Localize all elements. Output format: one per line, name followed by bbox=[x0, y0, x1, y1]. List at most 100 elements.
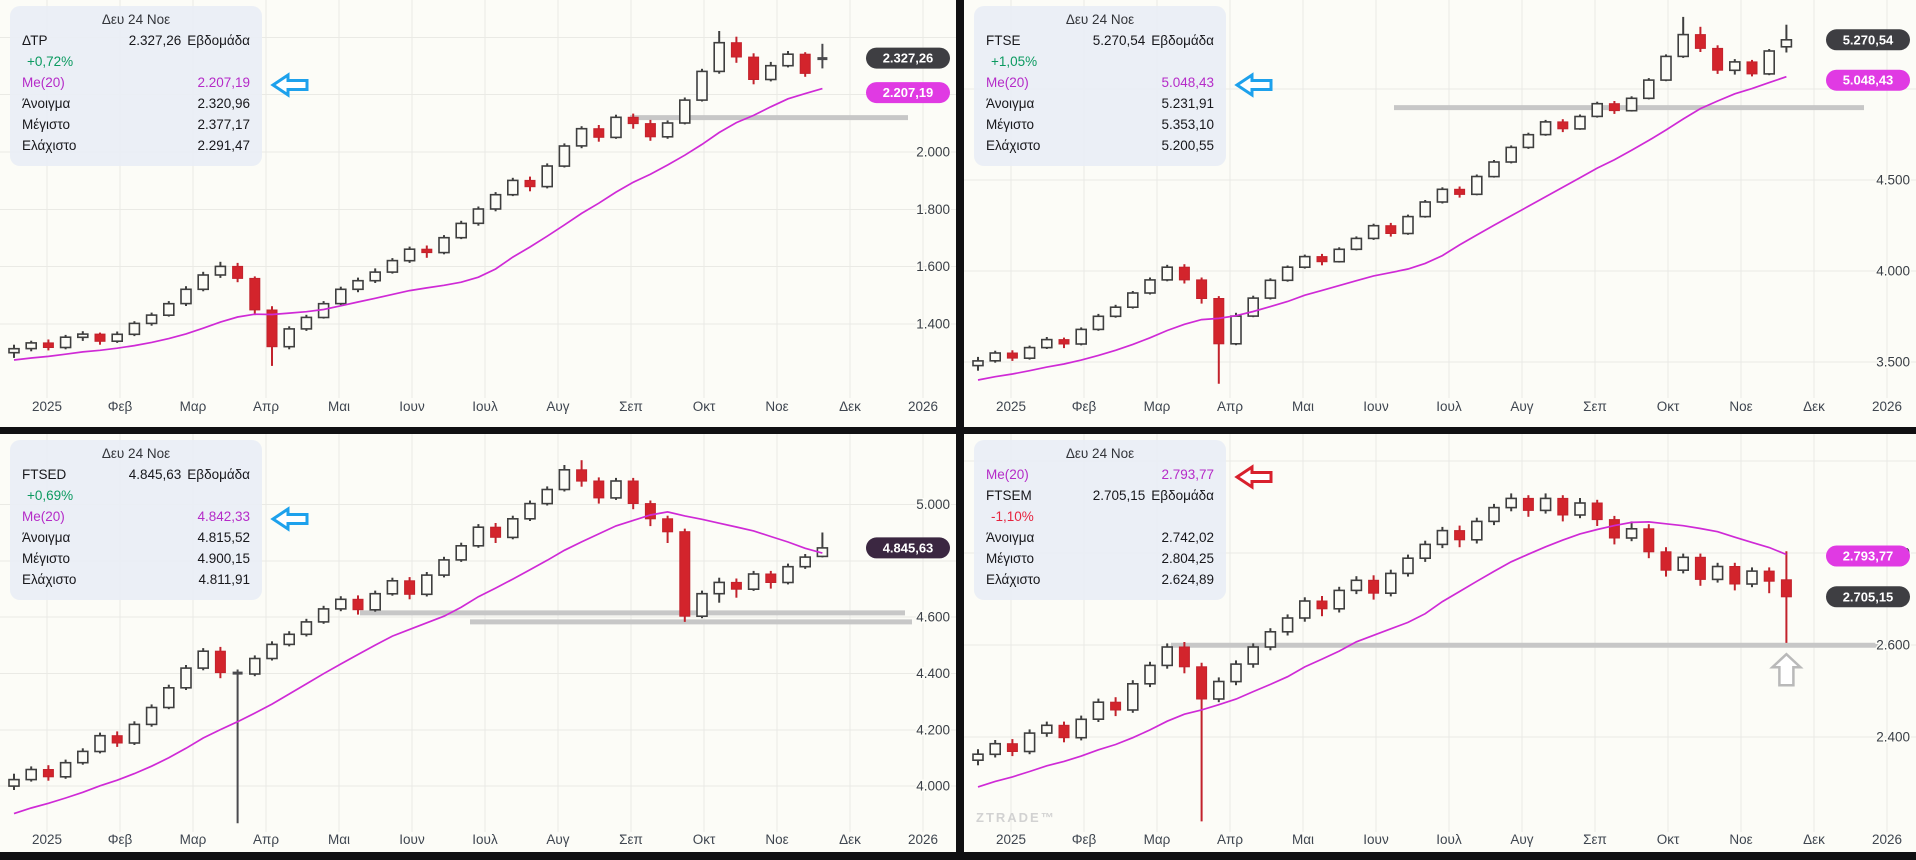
candle-25[interactable] bbox=[420, 572, 433, 597]
candle-8[interactable] bbox=[128, 321, 141, 337]
candle-12[interactable] bbox=[1161, 643, 1173, 669]
candle-10[interactable] bbox=[163, 684, 175, 710]
candle-3[interactable] bbox=[1006, 739, 1018, 757]
candle-42[interactable] bbox=[1677, 553, 1690, 574]
candle-32[interactable] bbox=[1505, 493, 1518, 512]
candle-11[interactable] bbox=[180, 665, 192, 690]
candle-22[interactable] bbox=[369, 590, 382, 612]
candle-10[interactable] bbox=[163, 301, 175, 317]
candle-28[interactable] bbox=[472, 524, 485, 548]
candle-11[interactable] bbox=[180, 286, 192, 306]
candle-26[interactable] bbox=[1402, 554, 1414, 577]
candle-20[interactable] bbox=[1298, 254, 1311, 269]
candle-24[interactable] bbox=[404, 577, 416, 600]
candle-13[interactable] bbox=[1178, 264, 1190, 284]
candle-41[interactable] bbox=[1660, 547, 1672, 577]
candle-7[interactable] bbox=[111, 331, 123, 343]
candle-21[interactable] bbox=[352, 595, 364, 615]
candle-9[interactable] bbox=[1109, 304, 1122, 318]
candle-14[interactable] bbox=[1196, 277, 1208, 304]
candle-17[interactable] bbox=[283, 631, 296, 647]
candle-42[interactable] bbox=[713, 577, 726, 603]
candle-17[interactable] bbox=[283, 326, 296, 350]
candle-37[interactable] bbox=[1591, 101, 1604, 118]
candle-31[interactable] bbox=[524, 176, 536, 192]
candle-37[interactable] bbox=[627, 113, 639, 129]
candle-33[interactable] bbox=[1522, 495, 1534, 517]
candle-27[interactable] bbox=[1419, 200, 1432, 218]
candle-2[interactable] bbox=[25, 766, 38, 782]
candle-19[interactable] bbox=[317, 605, 330, 624]
candle-9[interactable] bbox=[145, 312, 158, 326]
candle-4[interactable] bbox=[1023, 345, 1036, 360]
candle-26[interactable] bbox=[1402, 214, 1414, 235]
candle-41[interactable] bbox=[696, 68, 708, 102]
candle-6[interactable] bbox=[94, 332, 106, 345]
candle-48[interactable] bbox=[1780, 24, 1793, 53]
chart-panel-dtr[interactable]: 2.000 1.800 1.600 1.400 2.327,26 2.207,19 202… bbox=[0, 0, 956, 427]
candle-12[interactable] bbox=[197, 271, 209, 292]
candle-34[interactable] bbox=[1539, 119, 1552, 136]
candle-12[interactable] bbox=[197, 648, 209, 671]
candle-36[interactable] bbox=[610, 477, 622, 500]
candle-36[interactable] bbox=[610, 114, 622, 139]
candle-28[interactable] bbox=[1436, 187, 1449, 204]
candle-27[interactable] bbox=[1419, 540, 1432, 562]
candlestick-chart-dtr[interactable]: 2.000 1.800 1.600 1.400 2.327,26 2.207,19 bbox=[0, 0, 956, 399]
candle-44[interactable] bbox=[747, 570, 760, 591]
candle-16[interactable] bbox=[266, 306, 278, 366]
candle-13[interactable] bbox=[1178, 642, 1190, 674]
candle-18[interactable] bbox=[300, 618, 313, 637]
candle-35[interactable] bbox=[593, 477, 605, 504]
candle-34[interactable] bbox=[1539, 493, 1552, 514]
candle-18[interactable] bbox=[1264, 278, 1277, 300]
candle-40[interactable] bbox=[678, 97, 691, 125]
candle-30[interactable] bbox=[1470, 517, 1483, 544]
candle-39[interactable] bbox=[1625, 96, 1638, 112]
candle-38[interactable] bbox=[644, 500, 656, 527]
candle-30[interactable] bbox=[1470, 174, 1483, 196]
candle-32[interactable] bbox=[1505, 145, 1518, 164]
candle-23[interactable] bbox=[386, 577, 399, 596]
candles[interactable] bbox=[972, 16, 1793, 384]
candle-26[interactable] bbox=[438, 556, 450, 578]
candle-20[interactable] bbox=[334, 596, 347, 612]
candle-25[interactable] bbox=[1384, 569, 1397, 597]
candle-33[interactable] bbox=[558, 143, 571, 168]
candle-36[interactable] bbox=[1574, 498, 1586, 519]
candle-5[interactable] bbox=[77, 331, 89, 341]
candle-15[interactable] bbox=[1213, 677, 1225, 703]
candle-4[interactable] bbox=[59, 759, 72, 779]
candle-16[interactable] bbox=[266, 641, 278, 661]
candle-33[interactable] bbox=[558, 465, 571, 492]
candle-18[interactable] bbox=[300, 314, 313, 331]
candle-18[interactable] bbox=[1264, 628, 1277, 651]
candle-38[interactable] bbox=[1608, 515, 1620, 545]
candle-46[interactable] bbox=[782, 563, 794, 585]
candle-46[interactable] bbox=[1746, 567, 1758, 588]
candle-7[interactable] bbox=[1075, 327, 1087, 346]
candle-22[interactable] bbox=[1333, 247, 1346, 263]
candle-7[interactable] bbox=[1075, 715, 1087, 741]
candle-35[interactable] bbox=[593, 125, 605, 142]
candle-30[interactable] bbox=[506, 177, 519, 197]
candle-42[interactable] bbox=[713, 31, 726, 74]
candle-23[interactable] bbox=[1350, 576, 1363, 595]
candle-48[interactable] bbox=[1780, 551, 1792, 643]
candle-9[interactable] bbox=[1110, 697, 1122, 717]
candle-39[interactable] bbox=[1625, 521, 1638, 542]
candle-6[interactable] bbox=[1058, 721, 1070, 743]
candle-43[interactable] bbox=[730, 36, 742, 63]
candle-35[interactable] bbox=[1557, 119, 1569, 133]
candle-12[interactable] bbox=[1161, 264, 1173, 282]
candle-7[interactable] bbox=[111, 731, 123, 747]
candle-21[interactable] bbox=[1316, 596, 1328, 617]
candle-45[interactable] bbox=[764, 61, 777, 82]
candle-23[interactable] bbox=[386, 258, 399, 274]
candle-28[interactable] bbox=[1436, 526, 1449, 549]
candle-17[interactable] bbox=[1247, 295, 1260, 318]
candle-5[interactable] bbox=[77, 748, 89, 765]
candle-8[interactable] bbox=[128, 721, 141, 745]
candle-24[interactable] bbox=[1367, 223, 1380, 240]
candle-1[interactable] bbox=[8, 773, 20, 790]
